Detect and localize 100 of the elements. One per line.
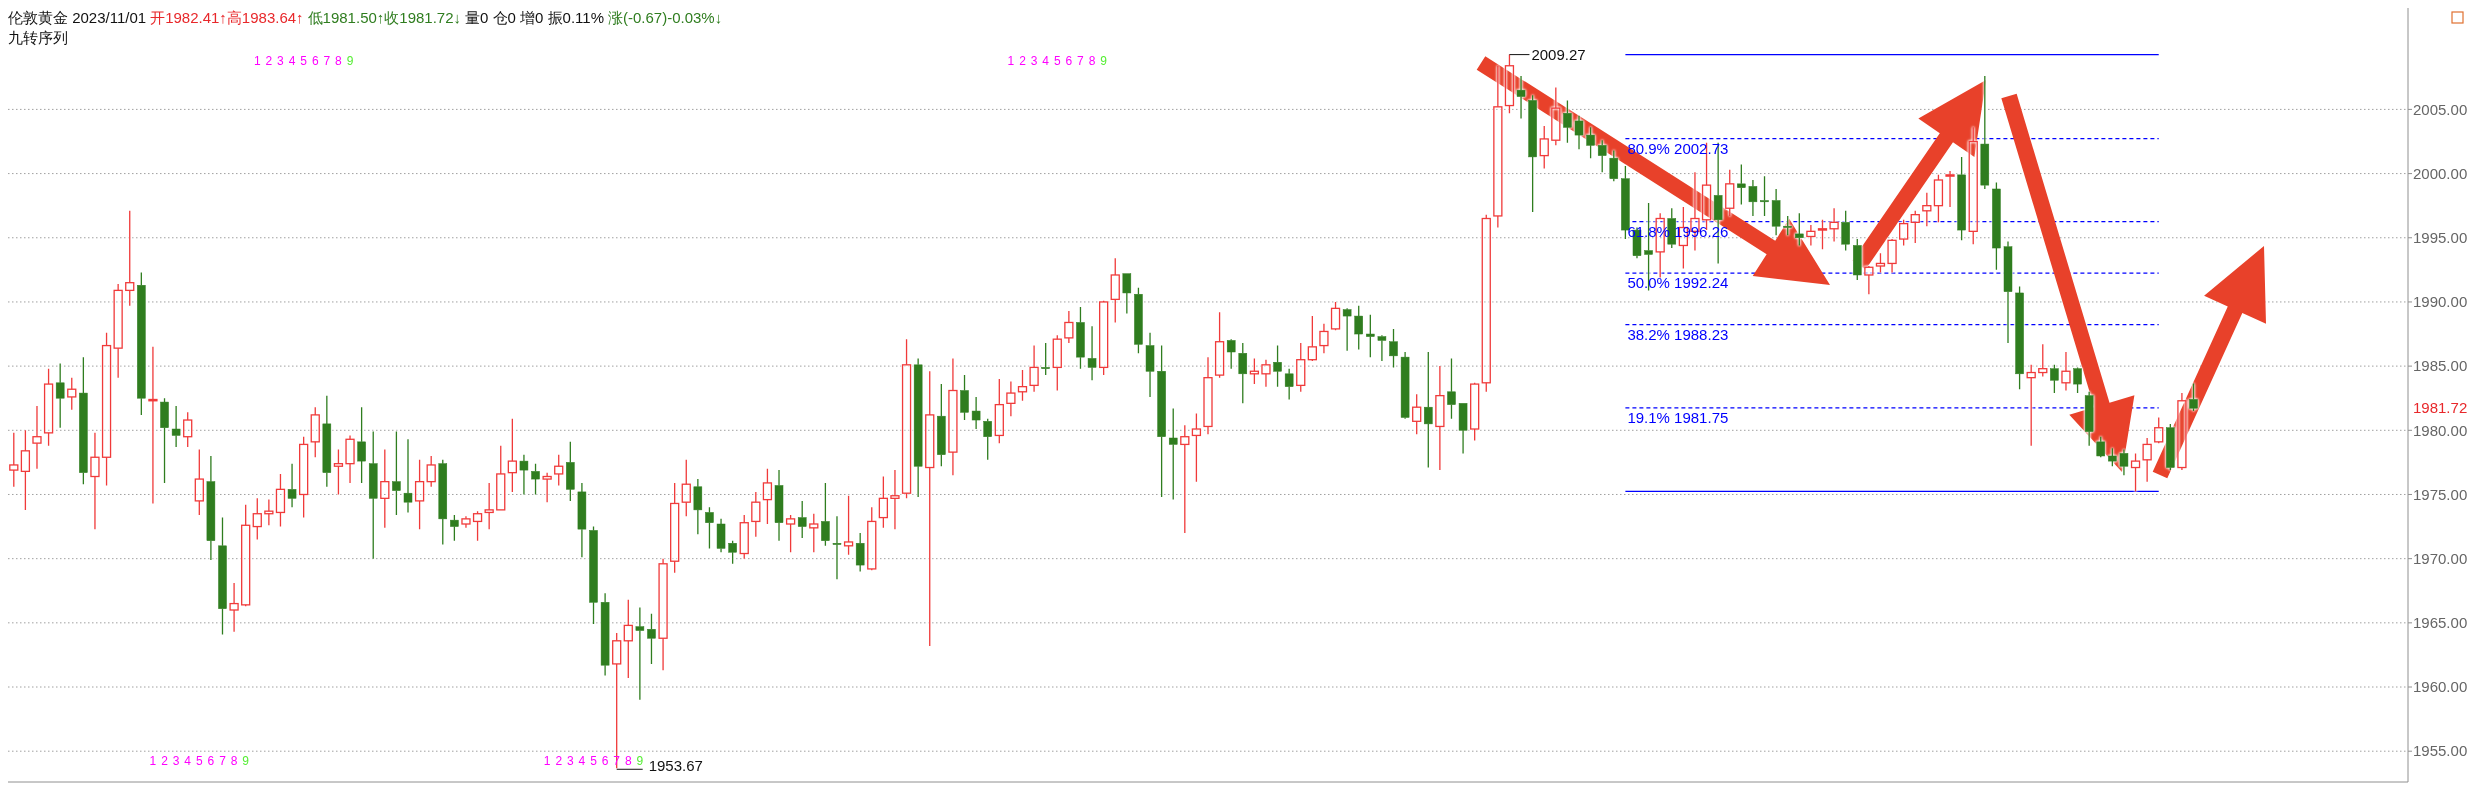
candlestick	[635, 606, 645, 701]
candlestick	[1586, 126, 1595, 159]
candlestick	[1110, 257, 1120, 324]
annotation: 1953.67	[648, 757, 703, 775]
annotation: 涨(-0.67)-0.03%↓	[608, 9, 723, 26]
candlestick	[287, 463, 297, 508]
candlestick	[206, 455, 216, 561]
candlestick	[2142, 437, 2152, 483]
candlestick	[299, 436, 309, 519]
candlestick	[67, 377, 77, 411]
candlestick	[1296, 342, 1306, 393]
candlestick	[2130, 452, 2141, 493]
candlestick	[2003, 240, 2013, 344]
candlestick	[1539, 125, 1549, 170]
ref-line-label: 19.1% 1981.75	[1627, 408, 1729, 426]
candlestick	[1064, 310, 1074, 344]
candlestick	[948, 357, 958, 476]
candlestick	[1261, 359, 1271, 388]
candlestick	[1157, 344, 1166, 498]
candlestick	[1342, 309, 1352, 352]
candlestick	[670, 482, 680, 574]
candlestick	[1725, 169, 1735, 217]
candlestick	[241, 504, 251, 606]
candlestick	[1191, 412, 1202, 483]
candlestick	[623, 599, 633, 679]
candlestick	[832, 515, 842, 580]
candlestick	[1933, 174, 1944, 224]
ref-line-label: 38.2% 1988.23	[1627, 325, 1729, 343]
candlestick	[1504, 53, 1515, 114]
candlestick	[507, 418, 517, 493]
candlestick	[716, 518, 726, 553]
candlestick	[1980, 75, 1990, 190]
candlestick	[1748, 179, 1758, 217]
candlestick	[1319, 323, 1329, 354]
candlestick	[2026, 364, 2036, 447]
annotation: 九转序列	[8, 29, 68, 46]
y-tick-label: 2005.00	[2413, 100, 2468, 118]
candlestick	[1760, 175, 1769, 217]
candlestick	[751, 491, 761, 538]
candlestick	[32, 405, 42, 470]
candlestick	[1922, 192, 1932, 227]
candlestick	[137, 271, 146, 416]
candlestick	[1806, 224, 1816, 247]
candlestick	[357, 406, 366, 484]
candlestick	[878, 475, 889, 529]
candlestick	[600, 592, 610, 677]
candlestick	[1968, 126, 1978, 245]
candlestick	[1435, 365, 1445, 471]
y-tick-label: 1995.00	[2413, 229, 2468, 247]
candlestick	[994, 378, 1004, 444]
y-tick-label: 1980.00	[2413, 421, 2468, 439]
candlestick	[2061, 351, 2071, 392]
candlestick	[1412, 393, 1422, 435]
candlestick	[531, 463, 540, 496]
candlestick	[1354, 305, 1363, 351]
candlestick	[589, 525, 598, 625]
candlestick	[1992, 181, 2001, 271]
candlestick	[90, 432, 100, 530]
candlestick	[113, 283, 123, 379]
candlestick	[322, 394, 332, 488]
candlestick	[1771, 188, 1781, 236]
candlestick	[647, 613, 656, 665]
annotation: 低1981.50↑收1981.72↓	[307, 9, 462, 26]
candlestick	[171, 405, 181, 448]
candlestick	[1203, 356, 1213, 435]
y-tick-label: 1985.00	[2413, 357, 2468, 375]
candlestick	[1366, 314, 1375, 358]
text: 1 2 3 4 5 6 7 8 9	[1007, 54, 1107, 68]
candlestick	[1945, 170, 1955, 208]
candlestick	[101, 332, 112, 487]
candlestick	[1029, 344, 1039, 393]
y-tick-label: 1990.00	[2413, 293, 2468, 311]
candlestick	[310, 406, 320, 458]
candlestick	[2038, 343, 2048, 378]
candlestick	[1447, 357, 1456, 420]
text: 1981.72	[2413, 399, 2468, 417]
candlestick	[345, 434, 355, 484]
candlestick	[1621, 165, 1630, 240]
candlestick	[971, 396, 981, 430]
candlestick	[1180, 424, 1190, 534]
candlestick	[901, 338, 912, 499]
candlestick	[1377, 336, 1387, 362]
candlestick	[9, 432, 19, 488]
candlestick	[577, 482, 587, 559]
candlestick	[519, 454, 529, 496]
candlestick	[1910, 210, 1920, 244]
annotation: 伦敦黄金 2023/11/01	[8, 9, 147, 26]
candlestick	[484, 482, 494, 530]
candlestick	[681, 459, 691, 517]
candlestick	[542, 472, 552, 503]
candlestick	[774, 469, 784, 542]
candlestick	[1006, 380, 1016, 417]
candlestick	[809, 513, 819, 553]
y-tick-label: 1975.00	[2413, 485, 2468, 503]
candlestick	[1424, 351, 1433, 469]
candlestick	[194, 448, 204, 516]
text: 1 2 3 4 5 6 7 8 9	[253, 54, 354, 68]
candlestick	[612, 632, 622, 769]
candlestick	[1214, 311, 1225, 379]
candlestick	[913, 357, 923, 498]
